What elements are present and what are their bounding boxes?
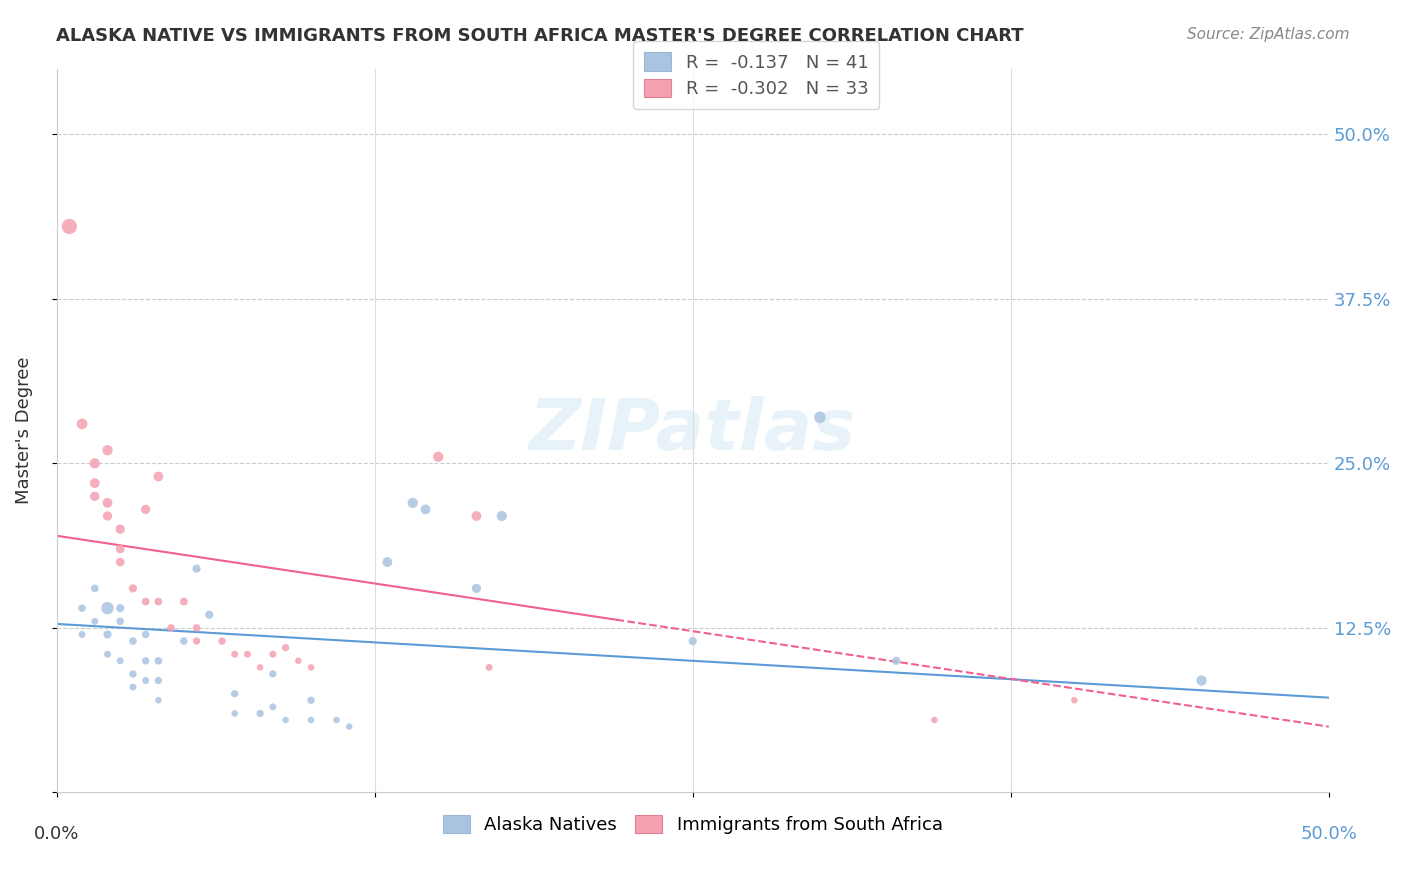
Point xyxy=(110,615,132,629)
Point xyxy=(122,680,145,694)
Point xyxy=(83,476,105,491)
Point xyxy=(249,706,271,721)
Point xyxy=(148,469,170,483)
Point xyxy=(96,627,118,641)
Point xyxy=(135,594,157,608)
Point xyxy=(274,640,297,655)
Point xyxy=(402,496,425,510)
Point xyxy=(186,562,208,576)
Point xyxy=(96,601,118,615)
Point xyxy=(83,615,105,629)
Point xyxy=(274,713,297,727)
Point xyxy=(135,627,157,641)
Point xyxy=(135,673,157,688)
Point xyxy=(110,555,132,569)
Point xyxy=(224,687,246,701)
Text: Source: ZipAtlas.com: Source: ZipAtlas.com xyxy=(1187,27,1350,42)
Point xyxy=(224,647,246,661)
Point xyxy=(1063,693,1085,707)
Point xyxy=(148,654,170,668)
Point xyxy=(186,634,208,648)
Point xyxy=(148,673,170,688)
Point xyxy=(465,508,488,523)
Point xyxy=(299,660,322,674)
Point xyxy=(58,219,80,234)
Point xyxy=(70,627,93,641)
Point xyxy=(337,720,360,734)
Point xyxy=(96,443,118,458)
Point xyxy=(465,582,488,596)
Point xyxy=(262,667,284,681)
Point xyxy=(83,489,105,503)
Text: ALASKA NATIVE VS IMMIGRANTS FROM SOUTH AFRICA MASTER'S DEGREE CORRELATION CHART: ALASKA NATIVE VS IMMIGRANTS FROM SOUTH A… xyxy=(56,27,1024,45)
Point xyxy=(211,634,233,648)
Point xyxy=(173,634,195,648)
Point xyxy=(70,601,93,615)
Point xyxy=(135,502,157,516)
Text: 0.0%: 0.0% xyxy=(34,825,79,843)
Point xyxy=(70,417,93,431)
Point xyxy=(83,456,105,470)
Point xyxy=(249,660,271,674)
Point xyxy=(160,621,183,635)
Y-axis label: Master's Degree: Master's Degree xyxy=(15,357,32,504)
Point xyxy=(135,654,157,668)
Legend: Alaska Natives, Immigrants from South Africa: Alaska Natives, Immigrants from South Af… xyxy=(436,807,950,841)
Point xyxy=(427,450,450,464)
Point xyxy=(110,601,132,615)
Point xyxy=(198,607,221,622)
Point xyxy=(122,582,145,596)
Point xyxy=(122,634,145,648)
Point xyxy=(236,647,259,661)
Point xyxy=(262,699,284,714)
Point xyxy=(1191,673,1213,688)
Point xyxy=(884,654,907,668)
Point xyxy=(808,410,831,425)
Point xyxy=(83,582,105,596)
Point xyxy=(299,693,322,707)
Point xyxy=(377,555,399,569)
Point xyxy=(262,647,284,661)
Text: ZIPatlas: ZIPatlas xyxy=(529,396,856,465)
Point xyxy=(96,647,118,661)
Point xyxy=(110,541,132,556)
Point xyxy=(325,713,347,727)
Point xyxy=(682,634,704,648)
Point xyxy=(287,654,309,668)
Text: 50.0%: 50.0% xyxy=(1301,825,1357,843)
Point xyxy=(491,508,513,523)
Point xyxy=(478,660,501,674)
Point xyxy=(148,693,170,707)
Point xyxy=(110,522,132,536)
Point xyxy=(110,654,132,668)
Point xyxy=(122,667,145,681)
Point xyxy=(173,594,195,608)
Point xyxy=(924,713,946,727)
Point xyxy=(148,594,170,608)
Point xyxy=(415,502,437,516)
Point xyxy=(96,496,118,510)
Point xyxy=(186,621,208,635)
Point xyxy=(224,706,246,721)
Point xyxy=(96,508,118,523)
Point xyxy=(299,713,322,727)
